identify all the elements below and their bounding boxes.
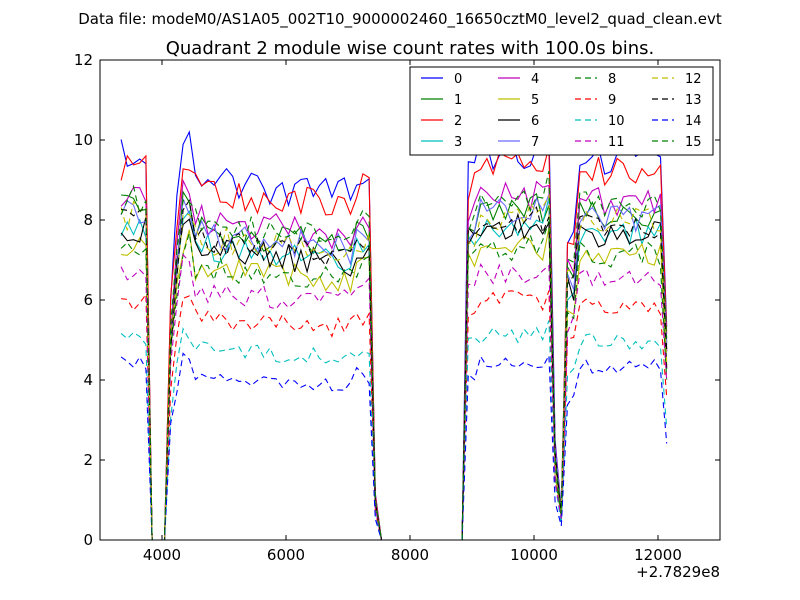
legend-label-3: 3 — [454, 135, 462, 150]
legend-label-0: 0 — [454, 72, 462, 87]
legend-label-4: 4 — [531, 72, 539, 87]
legend-frame — [409, 66, 714, 156]
series-line-13 — [121, 199, 668, 541]
x-tick-label: 10000 — [510, 546, 558, 564]
x-ticks: 4000 6000 8000 10000 12000 — [143, 60, 682, 564]
legend-label-7: 7 — [531, 135, 539, 150]
y-tick-label: 6 — [83, 291, 93, 309]
x-tick-label: 8000 — [391, 546, 429, 564]
legend-label-5: 5 — [531, 93, 539, 108]
chart-title: Quadrant 2 module wise count rates with … — [166, 38, 655, 59]
legend-label-10: 10 — [608, 114, 625, 129]
y-tick-label: 4 — [83, 371, 93, 389]
y-tick-label: 2 — [83, 451, 93, 469]
legend-label-1: 1 — [454, 93, 462, 108]
x-offset-label: +2.7829e8 — [636, 563, 720, 581]
y-tick-label: 0 — [83, 531, 93, 549]
legend-label-15: 15 — [685, 135, 702, 150]
legend-label-9: 9 — [608, 93, 616, 108]
x-tick-label: 12000 — [634, 546, 682, 564]
y-tick-label: 8 — [83, 211, 93, 229]
y-tick-label: 10 — [74, 131, 93, 149]
legend-label-8: 8 — [608, 72, 616, 87]
legend-label-11: 11 — [608, 135, 625, 150]
legend-label-14: 14 — [685, 114, 702, 129]
legend-label-2: 2 — [454, 114, 462, 129]
chart-suptitle: Data file: modeM0/AS1A05_002T10_90000024… — [78, 10, 722, 29]
x-tick-label: 4000 — [143, 546, 181, 564]
legend-label-13: 13 — [685, 93, 702, 108]
y-tick-label: 12 — [74, 51, 93, 69]
series-line-11 — [120, 253, 668, 541]
legend-label-12: 12 — [685, 72, 702, 87]
legend-label-6: 6 — [531, 114, 539, 129]
x-tick-label: 6000 — [267, 546, 305, 564]
